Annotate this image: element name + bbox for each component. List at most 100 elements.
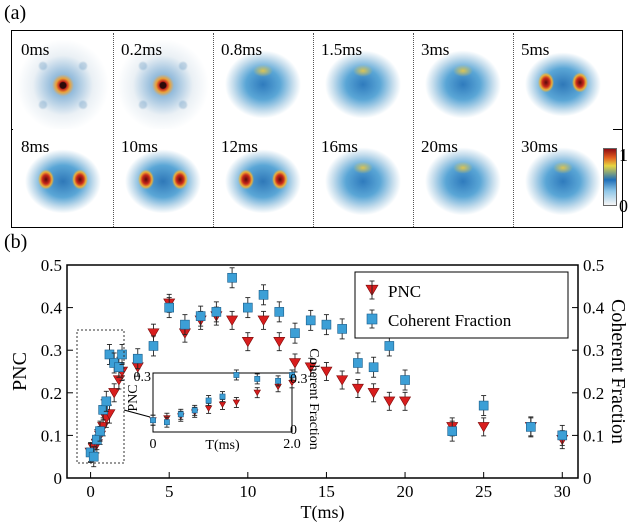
pnc-point (304, 362, 317, 373)
pnc-point (241, 336, 254, 348)
absorption-frame: 3ms (413, 32, 513, 129)
absorption-image-grid: 0ms 0.2ms 0.8ms 1.5ms 3ms 5ms 8ms 10ms 12ms 16ms 2… (11, 30, 623, 228)
inset-ytick-right: 0.3 (290, 372, 308, 387)
frame-time-label: 8ms (21, 137, 50, 156)
inset-cf-point (289, 372, 295, 378)
coherent-fraction-point (164, 302, 174, 313)
coherent-fraction-point (384, 341, 395, 351)
coherent-fraction-point (557, 430, 568, 441)
pnc-point (477, 422, 490, 433)
inset-cf-point (191, 407, 198, 414)
frame-time-label: 0.8ms (221, 40, 263, 59)
colorbar-max-label: 1 (619, 145, 628, 165)
coherent-fraction-point (104, 349, 115, 360)
coherent-fraction-point (447, 426, 458, 436)
absorption-frame: 30ms (513, 129, 613, 226)
frame-time-label: 1.5ms (321, 40, 363, 59)
legend-pnc-label: PNC (388, 282, 421, 301)
coherent-fraction-point (101, 396, 112, 407)
pnc-point (108, 388, 121, 399)
y-tick-label-right: 0.4 (583, 299, 605, 318)
coherent-fraction-point (227, 272, 237, 283)
frame-time-label: 0.2ms (121, 40, 163, 59)
frame-time-label: 3ms (421, 40, 450, 59)
absorption-frame: 10ms (113, 129, 213, 226)
inset-pointer-arrow (123, 409, 151, 418)
absorption-frame: 5ms (513, 32, 613, 129)
plot-frame (66, 264, 579, 479)
pnc-point (257, 315, 270, 326)
y-tick-label-left: 0.2 (41, 384, 62, 403)
y-tick-label-left: 0.5 (41, 256, 62, 275)
frame-time-label: 20ms (421, 137, 458, 156)
x-tick-label: 15 (318, 482, 335, 501)
panel-b-label: (b) (4, 231, 28, 253)
inset-y-label-left: PNC (126, 384, 141, 411)
inset-y-label-right: Coherent Fraction (306, 348, 321, 449)
column-divider (113, 33, 114, 227)
coherent-fraction-point (114, 362, 124, 373)
colorbar (603, 148, 617, 206)
coherent-fraction-point (321, 319, 332, 330)
coherent-fraction-point (478, 400, 489, 411)
pnc-point (288, 358, 302, 369)
inset-xtick: 2.0 (283, 437, 301, 452)
coherent-fraction-point (368, 362, 379, 373)
y-tick-label-right: 0 (583, 469, 592, 488)
x-tick-label: 10 (239, 482, 256, 501)
column-divider (513, 33, 514, 227)
legend: PNC Coherent Fraction (354, 271, 569, 339)
inset-ytick-left: 0.3 (134, 370, 152, 385)
y-axis-label-right: Coherent Fraction (607, 299, 629, 444)
frame-time-label: 5ms (521, 40, 550, 59)
pnc-point (320, 366, 333, 378)
y-tick-label-left: 0.3 (41, 341, 62, 360)
coherent-fraction-point (180, 319, 190, 330)
pnc-point (336, 375, 349, 386)
pnc-point (367, 388, 380, 399)
frame-time-label: 10ms (121, 137, 158, 156)
inset-cf-point (164, 419, 170, 426)
inset-ytick-right: 0 (290, 423, 297, 438)
coherent-fraction-point (258, 290, 269, 300)
zoom-region-box (76, 329, 125, 464)
coherent-fraction-point (88, 451, 99, 462)
absorption-frame: 0ms (13, 32, 113, 129)
coherent-fraction-point (290, 328, 300, 338)
x-tick-label: 0 (86, 482, 95, 501)
pnc-point (383, 396, 396, 407)
legend-cf-label: Coherent Fraction (388, 311, 512, 330)
panel-a-label: (a) (4, 2, 27, 24)
frame-time-label: 16ms (321, 137, 358, 156)
coherent-fraction-point (243, 302, 253, 313)
y-tick-label-left: 0.4 (41, 299, 63, 318)
coherent-fraction-point (95, 426, 105, 436)
inset-pnc-point (253, 389, 261, 397)
inset-cf-point (177, 411, 184, 418)
coherent-fraction-point (274, 307, 285, 317)
coherent-fraction-point (305, 315, 316, 326)
absorption-frame: 0.8ms (213, 32, 313, 129)
pnc-point (351, 383, 364, 395)
x-tick-label: 20 (397, 482, 414, 501)
coherent-fraction-point (117, 349, 127, 360)
coherent-fraction-point (337, 324, 347, 334)
frame-time-label: 30ms (521, 137, 558, 156)
coherent-fraction-point (132, 353, 143, 364)
y-axis-label-left: PNC (9, 352, 31, 391)
column-divider (213, 33, 214, 227)
inset-chart: 0.3 0.300 2.0T(ms)PNC Coherent Fraction (126, 348, 321, 453)
absorption-frame: 12ms (213, 129, 313, 226)
coherent-fraction-point (148, 341, 159, 351)
x-tick-label: 30 (554, 482, 571, 501)
absorption-frame: 0.2ms (113, 32, 213, 129)
coherent-fraction-point (195, 311, 206, 321)
absorption-frame: 8ms (13, 129, 113, 226)
absorption-frame: 20ms (413, 129, 513, 226)
inset-x-label: T(ms) (205, 438, 240, 453)
legend-box (354, 271, 569, 339)
coherent-fraction-point (353, 358, 363, 368)
frame-time-label: 0ms (21, 40, 50, 59)
column-divider (413, 33, 414, 227)
